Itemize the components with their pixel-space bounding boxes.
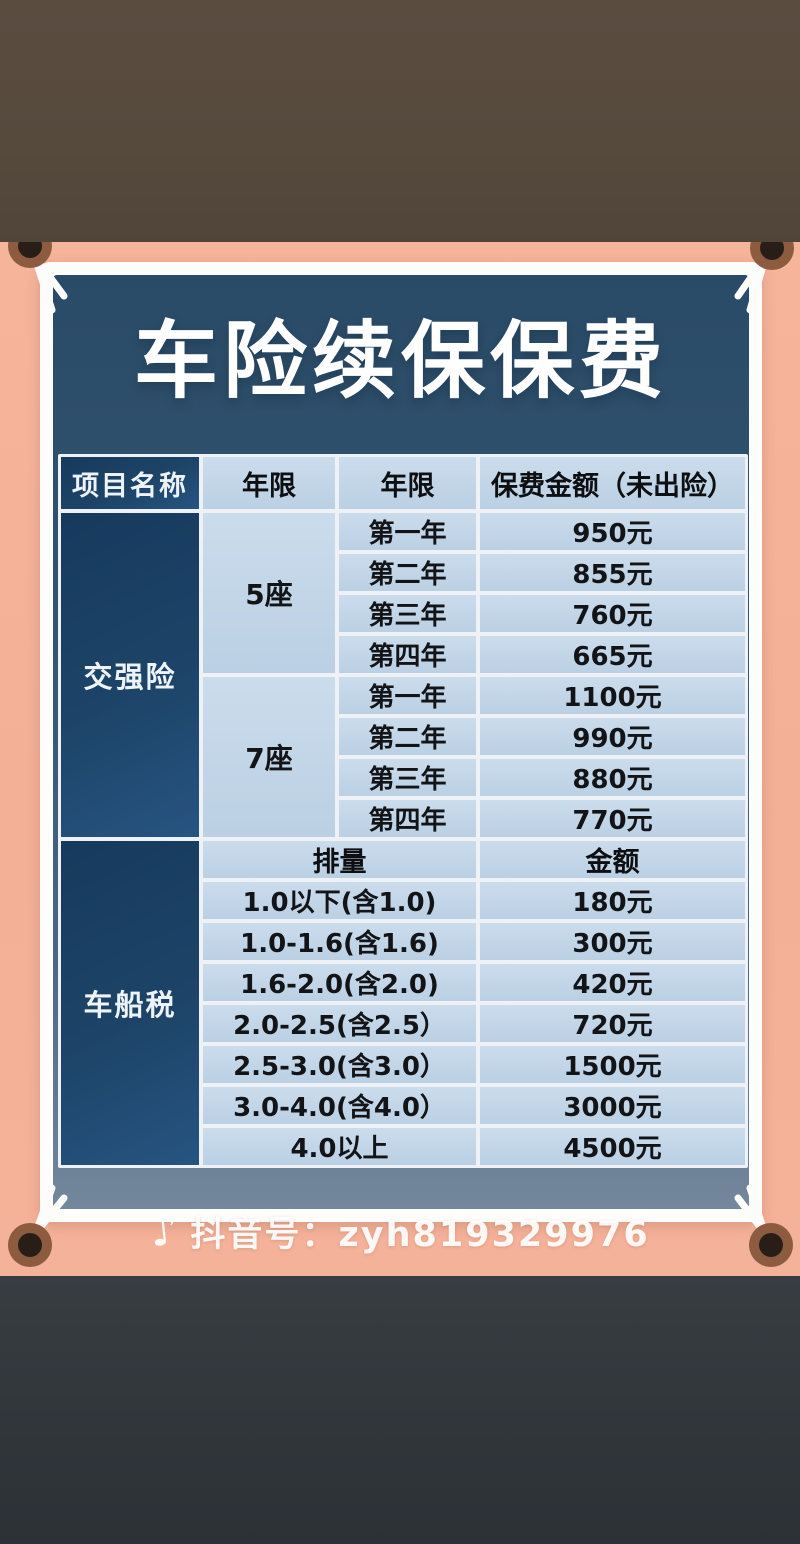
insurance-poster: 车险续保保费 项目名称 年限 年限 保费金额（未出险） 交强险 5座 7座 第一…	[40, 262, 762, 1222]
seat-cell-5: 5座	[203, 513, 335, 673]
year-cell: 第一年	[339, 677, 476, 714]
amount-cell: 180元	[480, 882, 745, 919]
amount-cell: 665元	[480, 636, 745, 673]
subheader-displacement: 排量	[203, 841, 476, 878]
year-cell: 第四年	[339, 636, 476, 673]
year-cell: 第二年	[339, 554, 476, 591]
subheader-amount: 金额	[480, 841, 745, 878]
section-label-chechuanshui: 车船税	[61, 841, 199, 1165]
poster-inner-panel: 车险续保保费 项目名称 年限 年限 保费金额（未出险） 交强险 5座 7座 第一…	[53, 275, 749, 1209]
header-item-name: 项目名称	[61, 457, 199, 509]
amount-cell: 3000元	[480, 1087, 745, 1124]
amount-cell: 760元	[480, 595, 745, 632]
header-years-1: 年限	[203, 457, 335, 509]
amount-cell: 1100元	[480, 677, 745, 714]
amount-cell: 855元	[480, 554, 745, 591]
douyin-credit-line: ♪ 抖音号：zyh819329976	[0, 1202, 800, 1260]
seat-cell-7: 7座	[203, 677, 335, 837]
year-cell: 第一年	[339, 513, 476, 550]
bottom-letterbox-area	[0, 1276, 800, 1544]
amount-cell: 300元	[480, 923, 745, 960]
displacement-cell: 2.0-2.5(含2.5）	[203, 1005, 476, 1042]
amount-cell: 880元	[480, 759, 745, 796]
displacement-cell: 1.0-1.6(含1.6)	[203, 923, 476, 960]
amount-cell: 990元	[480, 718, 745, 755]
amount-cell: 4500元	[480, 1128, 745, 1165]
pin-knob-bottom-right	[749, 1223, 793, 1267]
poster-title: 车险续保保费	[133, 312, 668, 410]
header-premium-amount: 保费金额（未出险）	[480, 457, 745, 509]
year-cell: 第二年	[339, 718, 476, 755]
year-cell: 第三年	[339, 759, 476, 796]
displacement-cell: 1.0以下(含1.0)	[203, 882, 476, 919]
displacement-cell: 4.0以上	[203, 1128, 476, 1165]
amount-cell: 420元	[480, 964, 745, 1001]
top-letterbox-bar	[0, 0, 800, 242]
douyin-account-text: 抖音号：zyh819329976	[190, 1214, 650, 1255]
displacement-cell: 3.0-4.0(含4.0）	[203, 1087, 476, 1124]
displacement-cell: 2.5-3.0(含3.0）	[203, 1046, 476, 1083]
amount-cell: 950元	[480, 513, 745, 550]
amount-cell: 720元	[480, 1005, 745, 1042]
amount-cell: 770元	[480, 800, 745, 837]
header-years-2: 年限	[339, 457, 476, 509]
year-cell: 第四年	[339, 800, 476, 837]
section-label-jiaoqiangxian: 交强险	[61, 513, 199, 837]
pin-knob-bottom-left	[8, 1223, 52, 1267]
amount-cell: 1500元	[480, 1046, 745, 1083]
year-cell: 第三年	[339, 595, 476, 632]
premium-table: 项目名称 年限 年限 保费金额（未出险） 交强险 5座 7座 第一年 950元 …	[58, 454, 748, 1168]
displacement-cell: 1.6-2.0(含2.0)	[203, 964, 476, 1001]
